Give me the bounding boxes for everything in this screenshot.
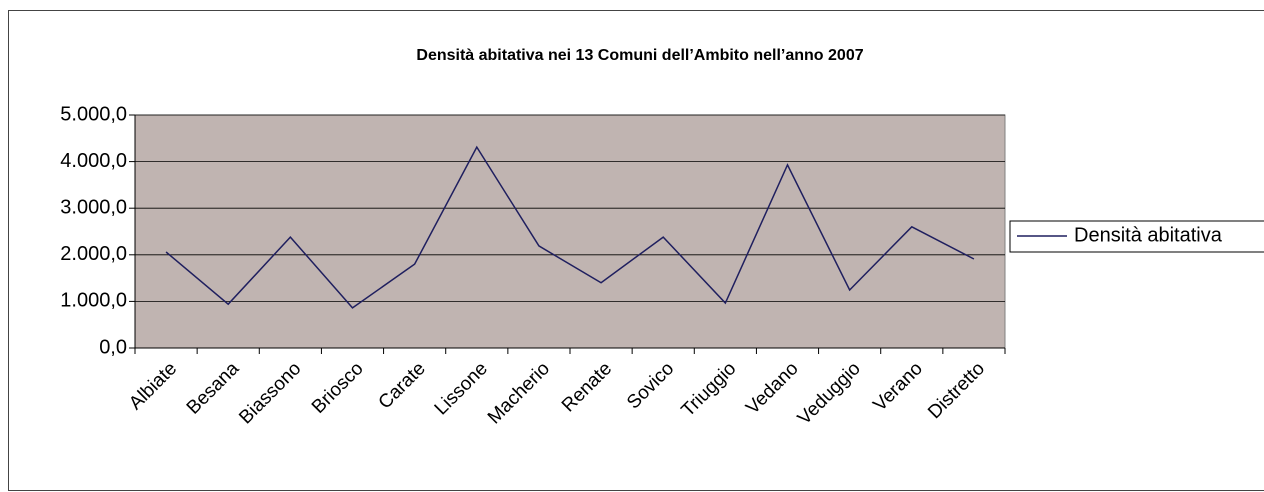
y-tick-label: 5.000,0 [60, 103, 127, 125]
y-tick-label: 4.000,0 [60, 150, 127, 172]
chart-title: Densità abitativa nei 13 Comuni dell’Amb… [416, 47, 863, 64]
data-line [165, 145, 975, 309]
y-tick-label: 3.000,0 [60, 196, 127, 218]
plot-area [134, 114, 1006, 349]
y-tick-label: 1.000,0 [60, 290, 127, 312]
legend-label: Densità abitativa [1074, 224, 1223, 246]
y-tick-label: 0,0 [99, 336, 127, 358]
y-tick-label: 2.000,0 [60, 243, 127, 265]
